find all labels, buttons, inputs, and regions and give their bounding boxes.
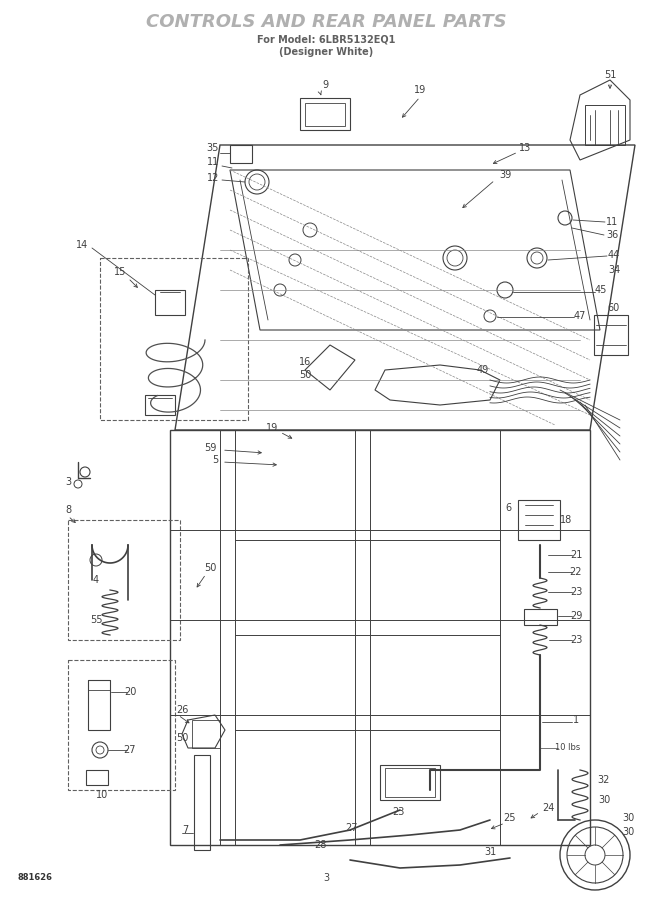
Bar — [230, 145, 252, 163]
Bar — [194, 755, 210, 850]
Text: 29: 29 — [570, 611, 582, 621]
Text: 4: 4 — [93, 575, 99, 585]
Text: 45: 45 — [595, 285, 607, 295]
Bar — [192, 720, 220, 748]
Text: 24: 24 — [542, 803, 554, 813]
Text: 28: 28 — [314, 840, 326, 850]
Text: 26: 26 — [176, 705, 188, 715]
Text: 7: 7 — [182, 825, 188, 835]
Bar — [594, 315, 628, 355]
Text: 5: 5 — [212, 455, 218, 465]
Text: 55: 55 — [90, 615, 102, 625]
Text: 27: 27 — [346, 823, 358, 833]
Text: 19: 19 — [414, 85, 426, 95]
Text: 13: 13 — [519, 143, 531, 153]
Text: 18: 18 — [560, 515, 572, 525]
Text: 6: 6 — [505, 503, 511, 513]
Bar — [86, 770, 108, 785]
Text: 22: 22 — [570, 567, 582, 577]
Text: 10: 10 — [96, 790, 108, 800]
Bar — [68, 660, 175, 790]
Text: 34: 34 — [608, 265, 620, 275]
Bar — [155, 290, 185, 315]
Text: 20: 20 — [124, 687, 136, 697]
Text: 39: 39 — [499, 170, 511, 180]
Text: 36: 36 — [606, 230, 618, 240]
Text: 19: 19 — [266, 423, 278, 433]
Text: 60: 60 — [608, 303, 620, 313]
Text: 881626: 881626 — [18, 874, 53, 883]
Text: 21: 21 — [570, 550, 582, 560]
Bar — [170, 430, 590, 845]
Text: 50: 50 — [176, 733, 188, 743]
Bar — [68, 520, 180, 640]
Text: 35: 35 — [207, 143, 219, 153]
Bar — [585, 105, 625, 145]
Text: 11: 11 — [606, 217, 618, 227]
Text: 25: 25 — [504, 813, 516, 823]
Text: 3: 3 — [323, 873, 329, 883]
Text: 14: 14 — [76, 240, 88, 250]
Text: 30: 30 — [622, 813, 634, 823]
Text: 1: 1 — [573, 715, 579, 725]
Text: 12: 12 — [207, 173, 219, 183]
Bar — [305, 103, 345, 126]
Text: 10 lbs: 10 lbs — [556, 743, 581, 752]
Bar — [300, 98, 350, 130]
Text: 32: 32 — [598, 775, 610, 785]
Bar — [385, 768, 435, 797]
Bar — [145, 395, 175, 415]
Text: (Designer White): (Designer White) — [279, 47, 373, 57]
Text: For Model: 6LBR5132EQ1: For Model: 6LBR5132EQ1 — [257, 35, 395, 45]
Text: 3: 3 — [65, 477, 71, 487]
Text: 11: 11 — [207, 157, 219, 167]
Text: 31: 31 — [484, 847, 496, 857]
Text: 59: 59 — [204, 443, 216, 453]
Text: 44: 44 — [608, 250, 620, 260]
Text: 23: 23 — [570, 635, 582, 645]
Text: 8: 8 — [65, 505, 71, 515]
Text: 16: 16 — [299, 357, 311, 367]
Text: 23: 23 — [392, 807, 404, 817]
Text: 30: 30 — [622, 827, 634, 837]
Text: 49: 49 — [477, 365, 489, 375]
Text: 15: 15 — [114, 267, 126, 277]
Text: 27: 27 — [124, 745, 136, 755]
Text: 9: 9 — [322, 80, 328, 90]
Text: 30: 30 — [598, 795, 610, 805]
Text: 50: 50 — [204, 563, 216, 573]
Bar — [524, 609, 557, 625]
Text: 51: 51 — [604, 70, 616, 80]
Text: 47: 47 — [574, 311, 586, 321]
Text: 50: 50 — [299, 370, 311, 380]
Bar — [88, 680, 110, 730]
Bar — [88, 680, 110, 690]
Text: 23: 23 — [570, 587, 582, 597]
Bar — [518, 500, 560, 540]
Text: CONTROLS AND REAR PANEL PARTS: CONTROLS AND REAR PANEL PARTS — [145, 13, 507, 31]
Bar — [100, 258, 248, 420]
Bar — [380, 765, 440, 800]
